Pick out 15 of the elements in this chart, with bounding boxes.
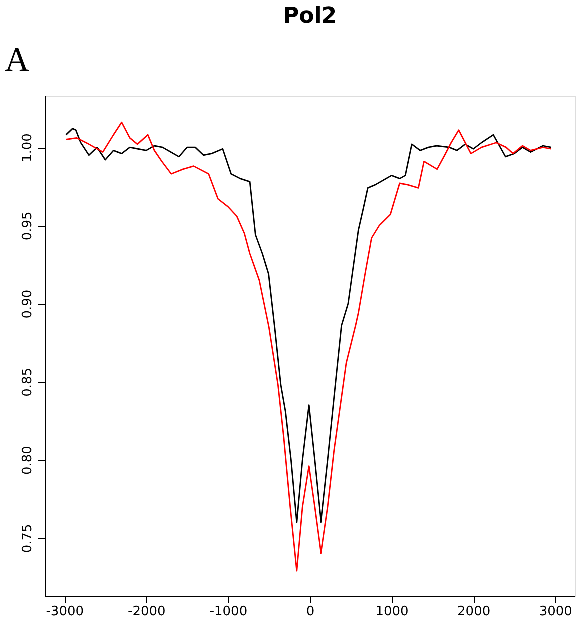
chart-title: Pol2 (282, 4, 338, 29)
x-tick-label: -2000 (128, 604, 166, 620)
x-tick-label: 0 (306, 604, 315, 620)
x-tick-label: 1000 (376, 604, 409, 620)
x-tick-label: -3000 (46, 604, 84, 620)
y-tick-label: 0.85 (20, 368, 36, 397)
text: A (5, 42, 30, 79)
x-tick-label: 3000 (539, 604, 572, 620)
x-tick-label: 2000 (458, 604, 491, 620)
y-tick-label: 0.95 (20, 212, 36, 241)
y-tick-label: 0.75 (20, 524, 36, 554)
y-tick-label: 0.80 (20, 446, 36, 476)
x-tick-label: -1000 (210, 604, 248, 620)
y-tick-label: 0.90 (20, 290, 36, 319)
y-tick-label: 1.00 (20, 134, 36, 163)
